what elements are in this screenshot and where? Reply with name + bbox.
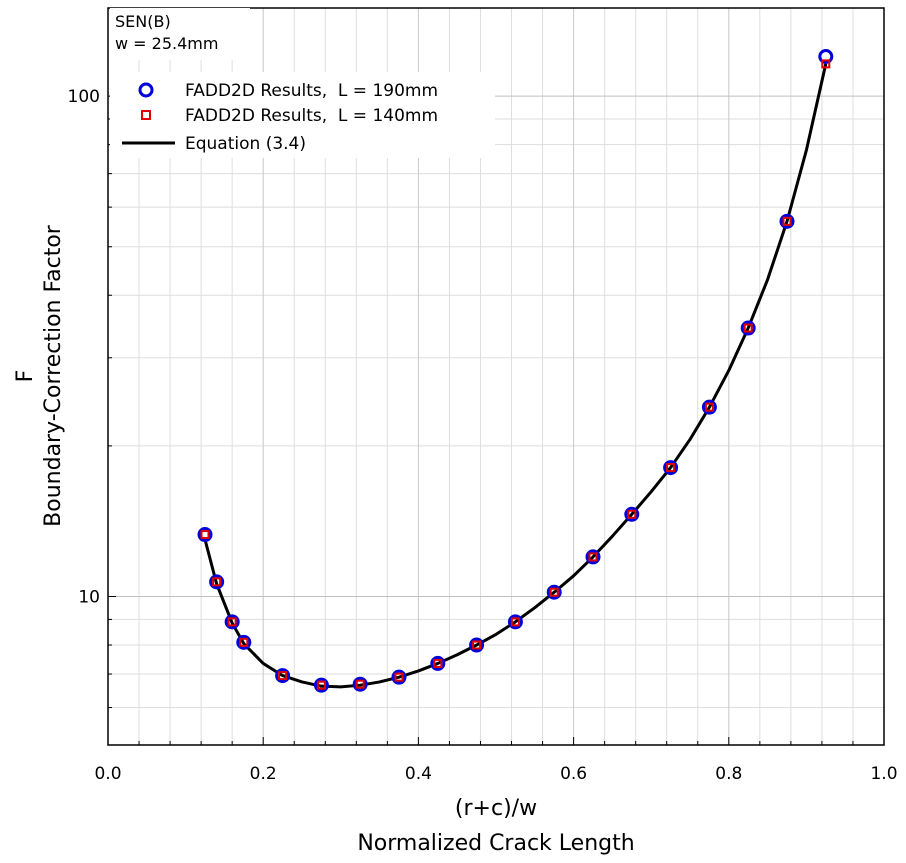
x-axis-label-line-2: Normalized Crack Length <box>357 831 634 856</box>
x-axis-label-line-1: (r+c)/w <box>455 796 537 821</box>
l140-point <box>239 637 249 647</box>
x-tick-label: 0.6 <box>560 764 587 784</box>
l190-point <box>740 320 756 336</box>
legend-label-equation: Equation (3.4) <box>185 134 306 154</box>
l140-point <box>278 671 288 681</box>
legend-square-marker <box>141 110 151 120</box>
x-tick-label: 0.4 <box>405 764 432 784</box>
l190-point <box>236 634 252 650</box>
l140-markers <box>200 59 831 690</box>
l190-point <box>469 637 485 653</box>
annotation-line-1: SEN(B) <box>115 12 171 31</box>
x-tick-label: 0.2 <box>250 764 277 784</box>
l190-markers <box>197 48 834 693</box>
l140-point <box>227 617 237 627</box>
l140-point <box>316 680 326 690</box>
l190-point <box>275 668 291 684</box>
l190-point <box>546 584 562 600</box>
l140-point <box>394 672 404 682</box>
l190-point <box>352 676 368 692</box>
equation-curve <box>203 63 828 689</box>
l190-point <box>430 655 446 671</box>
legend: FADD2D Results, L = 190mm FADD2D Results… <box>110 72 495 158</box>
l190-point <box>663 460 679 476</box>
l190-point <box>624 506 640 522</box>
y-tick-label: 10 <box>78 588 100 608</box>
l140-point <box>472 640 482 650</box>
l190-point <box>224 614 240 630</box>
legend-circle-marker <box>138 82 154 98</box>
l140-point <box>666 463 676 473</box>
x-tick-label: 1.0 <box>870 764 897 784</box>
l190-point <box>507 614 523 630</box>
equation-line <box>203 63 828 689</box>
l140-point <box>627 509 637 519</box>
l140-point <box>782 216 792 226</box>
l140-point <box>200 530 210 540</box>
l140-point <box>510 617 520 627</box>
l140-point <box>549 587 559 597</box>
l190-point <box>701 399 717 415</box>
x-tick-label: 0.0 <box>94 764 121 784</box>
l140-point <box>212 577 222 587</box>
plot-frame <box>107 7 885 746</box>
legend-label-l140: FADD2D Results, L = 140mm <box>185 106 438 126</box>
l190-point <box>585 549 601 565</box>
l190-point <box>197 527 213 543</box>
annotation-line-2: w = 25.4mm <box>115 34 218 53</box>
legend-label-l190: FADD2D Results, L = 190mm <box>185 81 438 101</box>
l190-point <box>313 677 329 693</box>
l140-point <box>704 402 714 412</box>
l140-point <box>821 59 831 69</box>
x-tick-label: 0.8 <box>715 764 742 784</box>
y-axis-label-line-1: F <box>13 370 38 383</box>
l140-point <box>433 658 443 668</box>
l190-point <box>779 213 795 229</box>
l190-point <box>818 48 834 64</box>
l140-point <box>743 323 753 333</box>
y-tick-label: 100 <box>68 87 100 107</box>
x-axis: 0.0 0.2 0.4 0.6 0.8 1.0 <box>94 737 898 784</box>
l140-point <box>355 679 365 689</box>
annotation-box <box>110 8 250 60</box>
y-axis: 10 100 <box>68 87 116 709</box>
l190-point <box>209 574 225 590</box>
l190-point <box>391 669 407 685</box>
y-axis-label-line-2: Boundary-Correction Factor <box>41 224 66 527</box>
l140-point <box>588 552 598 562</box>
